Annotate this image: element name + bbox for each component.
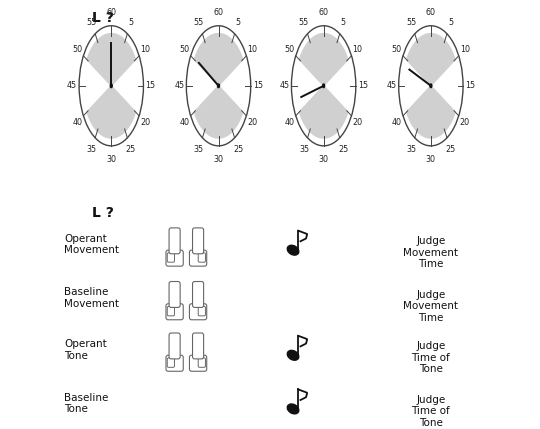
Text: 10: 10 [247,45,258,54]
Text: 15: 15 [145,82,156,90]
Text: Judge
Movement
Time: Judge Movement Time [403,290,458,323]
Text: L ?: L ? [92,206,113,220]
Text: 30: 30 [213,154,224,163]
Text: 5: 5 [448,18,453,27]
Text: 50: 50 [179,45,190,54]
Text: 60: 60 [213,8,224,17]
Text: 45: 45 [279,82,289,90]
Text: 50: 50 [392,45,402,54]
Polygon shape [299,86,348,138]
Polygon shape [407,33,455,86]
FancyBboxPatch shape [169,281,180,308]
Polygon shape [87,86,136,138]
FancyBboxPatch shape [190,304,207,320]
Text: 50: 50 [285,45,295,54]
Polygon shape [299,33,348,86]
Text: 10: 10 [140,45,150,54]
FancyBboxPatch shape [169,333,180,359]
Text: 30: 30 [426,154,436,163]
Text: 20: 20 [140,118,150,127]
Polygon shape [194,33,243,86]
Text: 45: 45 [174,82,184,90]
Text: Baseline
Movement: Baseline Movement [64,287,119,309]
Text: 15: 15 [465,82,475,90]
Text: Operant
Movement: Operant Movement [64,234,119,255]
Text: 15: 15 [358,82,368,90]
Text: 5: 5 [341,18,346,27]
Text: 45: 45 [67,82,77,90]
Text: 25: 25 [446,145,456,154]
Text: 40: 40 [285,118,295,127]
Ellipse shape [218,84,219,88]
Text: Operant
Tone: Operant Tone [64,339,107,360]
Polygon shape [407,86,455,138]
FancyBboxPatch shape [166,304,183,320]
Text: 60: 60 [426,8,436,17]
FancyBboxPatch shape [198,306,205,316]
Text: 55: 55 [86,18,97,27]
Text: 55: 55 [406,18,416,27]
FancyBboxPatch shape [190,355,207,371]
Text: 45: 45 [387,82,397,90]
Text: 25: 25 [233,145,244,154]
Ellipse shape [287,404,299,414]
Text: 35: 35 [86,145,97,154]
Text: L ?: L ? [92,11,113,25]
Text: 60: 60 [106,8,116,17]
Text: Judge
Time of
Tone: Judge Time of Tone [411,341,450,374]
FancyBboxPatch shape [167,358,174,367]
Text: 25: 25 [338,145,348,154]
FancyBboxPatch shape [193,333,204,359]
Ellipse shape [287,350,299,360]
Text: 35: 35 [194,145,204,154]
Text: 35: 35 [299,145,309,154]
Text: 20: 20 [460,118,470,127]
Text: 55: 55 [299,18,309,27]
Text: 35: 35 [406,145,416,154]
Text: 10: 10 [353,45,363,54]
Ellipse shape [287,245,299,255]
Ellipse shape [430,84,432,88]
FancyBboxPatch shape [190,250,207,266]
Text: 10: 10 [460,45,470,54]
FancyBboxPatch shape [166,250,183,266]
Polygon shape [194,86,243,138]
Text: 30: 30 [319,154,329,163]
Polygon shape [87,33,136,86]
FancyBboxPatch shape [166,355,183,371]
Text: 5: 5 [129,18,133,27]
FancyBboxPatch shape [198,253,205,262]
Ellipse shape [110,84,112,88]
Text: 40: 40 [72,118,82,127]
FancyBboxPatch shape [167,253,174,262]
Text: Judge
Movement
Time: Judge Movement Time [403,236,458,269]
FancyBboxPatch shape [167,306,174,316]
Text: 30: 30 [106,154,116,163]
FancyBboxPatch shape [193,228,204,254]
Text: Judge
Time of
Tone: Judge Time of Tone [411,395,450,428]
Text: 15: 15 [253,82,263,90]
Text: Baseline
Tone: Baseline Tone [64,393,109,414]
FancyBboxPatch shape [193,281,204,308]
Text: 60: 60 [319,8,329,17]
Text: 40: 40 [392,118,402,127]
Text: 25: 25 [126,145,136,154]
FancyBboxPatch shape [198,358,205,367]
Ellipse shape [323,84,325,88]
Text: 55: 55 [194,18,204,27]
Text: 40: 40 [179,118,190,127]
FancyBboxPatch shape [169,228,180,254]
Text: 50: 50 [72,45,82,54]
Text: 20: 20 [353,118,363,127]
Text: 5: 5 [235,18,241,27]
Text: 20: 20 [247,118,258,127]
